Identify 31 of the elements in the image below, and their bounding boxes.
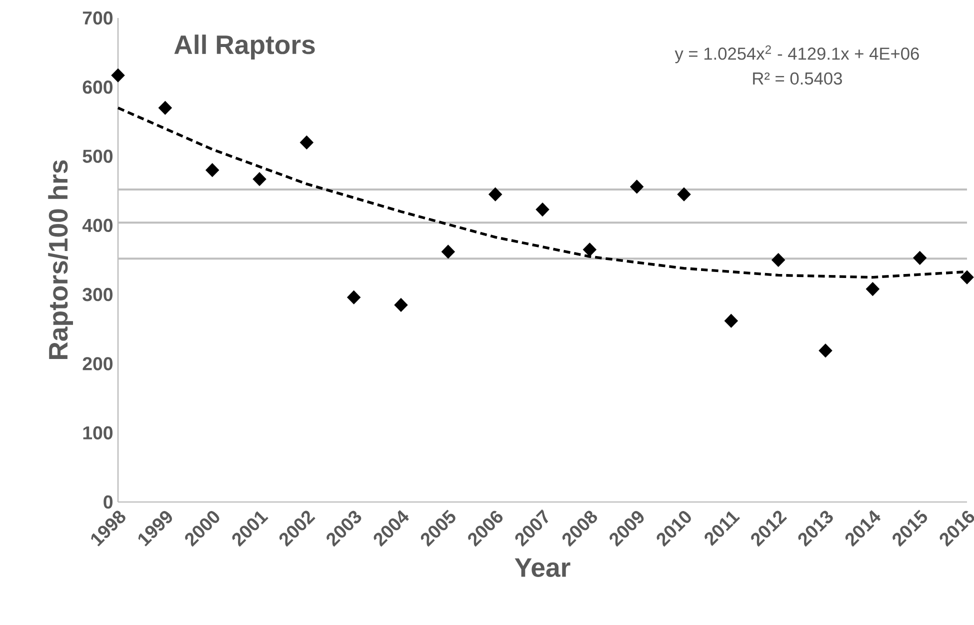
text: All Raptors (174, 34, 315, 60)
point (300, 136, 314, 150)
point (158, 100, 172, 115)
point (772, 253, 786, 267)
y-tick-label: 600 (82, 80, 113, 94)
y-tick-label: 300 (82, 288, 113, 302)
point (630, 180, 644, 194)
point (582, 242, 596, 257)
point (206, 163, 220, 178)
y-tick-label: 400 (82, 218, 113, 232)
point (866, 282, 880, 296)
point (252, 172, 266, 186)
x-axis-title: Year (514, 558, 570, 577)
point (441, 244, 455, 259)
point (536, 202, 550, 216)
point (347, 290, 361, 304)
point (111, 68, 125, 82)
y-tick-label: 700 (82, 11, 113, 25)
annotation: R² = 0.5403 (753, 72, 842, 85)
point (724, 314, 738, 328)
point (818, 344, 832, 358)
y-tick-label: 200 (82, 357, 113, 370)
point (394, 298, 408, 312)
point (488, 187, 502, 202)
y-tick-label: 100 (83, 426, 113, 440)
y-tick-label: 0 (104, 495, 113, 509)
point (677, 187, 691, 202)
point (913, 250, 927, 265)
y-tick-label: 500 (82, 150, 113, 163)
y-axis-title: Raptors/100 hrs (48, 160, 73, 360)
annotation: y = 1.0254x$^{2}$ - 4129.1x + 4E+06 (674, 45, 919, 64)
